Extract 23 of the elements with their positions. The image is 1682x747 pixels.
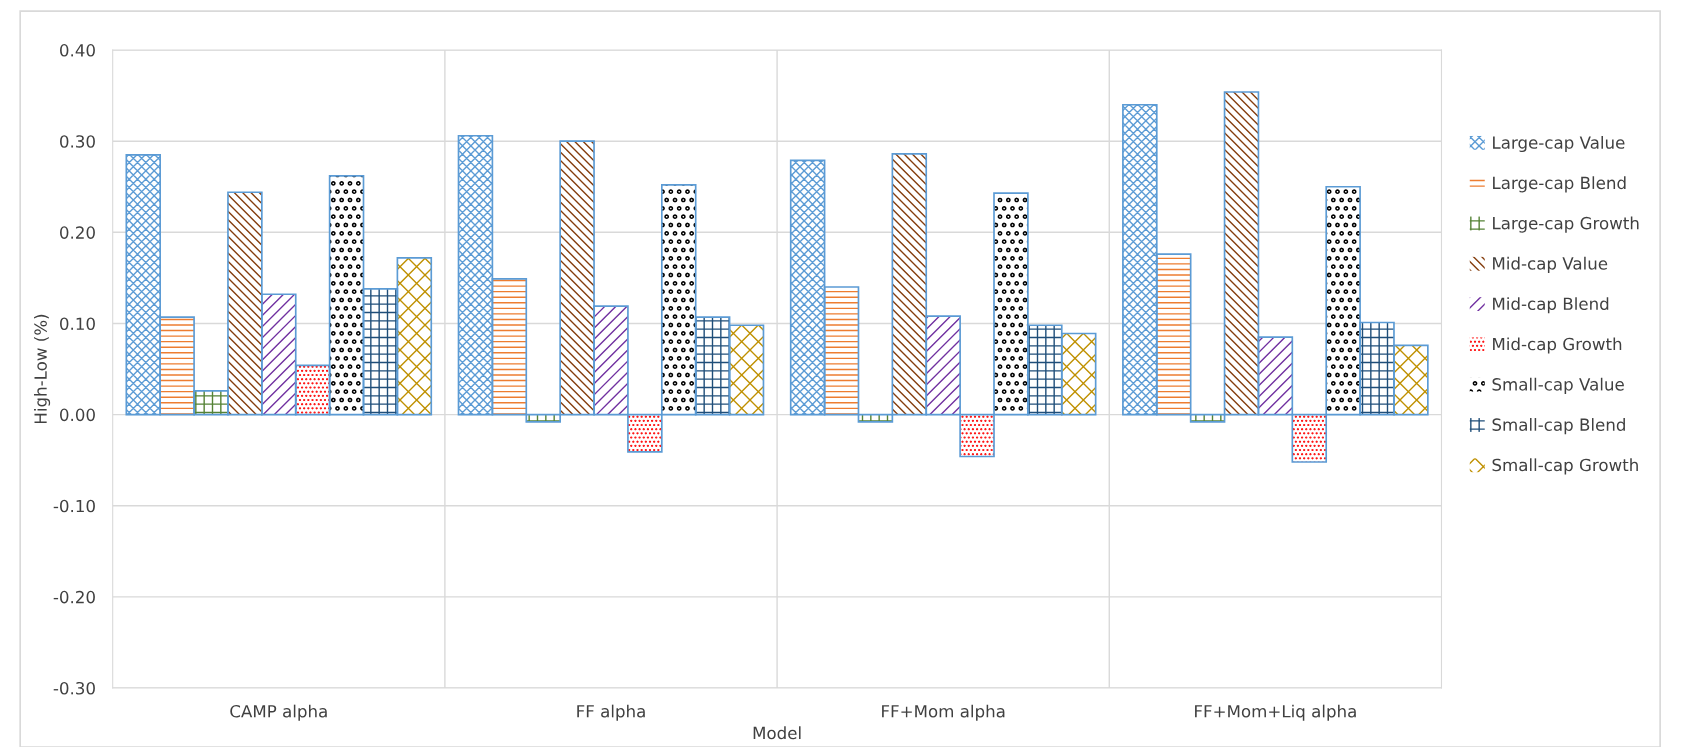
y-tick-label: 0.40 [60,44,95,57]
y-axis-title: High-Low (%) [34,314,51,424]
x-tick-label: FF+Mom+Liq alpha [1195,704,1356,721]
x-tick-label: FF alpha [577,704,645,721]
legend-label: Mid-cap Value [1493,256,1608,273]
legend-label: Large-cap Blend [1493,176,1626,193]
legend-label: Small-cap Blend [1492,418,1625,435]
legend-label: Small-cap Growth [1492,458,1638,475]
y-tick-label: -0.30 [53,681,95,695]
y-tick-label: -0.20 [53,590,95,604]
y-tick-label: 0.20 [60,226,95,239]
y-tick-label: 0.10 [60,317,95,331]
legend-label: Large-cap Value [1493,135,1625,153]
x-axis-title: Model [753,726,801,740]
y-tick-label: 0.00 [60,408,95,422]
legend-label: Small-cap Value [1492,377,1624,394]
y-tick-label: -0.10 [53,499,95,513]
legend-label: Mid-cap Growth [1493,337,1622,354]
legend-label: Large-cap Growth [1493,216,1639,233]
y-tick-label: 0.30 [60,135,95,148]
x-tick-label: CAMP alpha [230,704,327,721]
x-tick-label: FF+Mom alpha [882,704,1005,721]
legend-label: Mid-cap Blend [1493,297,1609,314]
